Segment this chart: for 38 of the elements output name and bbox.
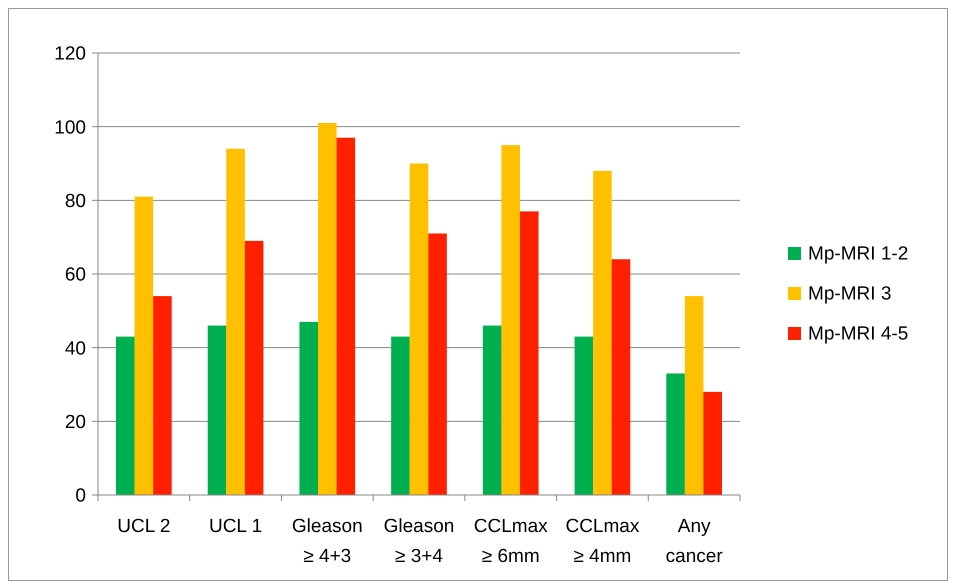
x-tick-label: UCL 2 xyxy=(117,516,170,537)
bar xyxy=(134,196,154,495)
bar xyxy=(482,326,502,495)
bar xyxy=(612,259,630,495)
bar xyxy=(116,336,135,495)
bar xyxy=(703,392,722,495)
bar xyxy=(574,336,594,495)
legend-label: Mp-MRI 3 xyxy=(808,284,892,305)
bar xyxy=(501,145,520,495)
y-tick-label: 120 xyxy=(54,44,86,65)
x-tick-label: CCLmax ≥ 6mm xyxy=(474,516,548,567)
bar xyxy=(244,240,264,495)
x-tick-label: Gleason ≥ 3+4 xyxy=(384,516,454,567)
y-tick-label: 20 xyxy=(64,412,86,433)
bar xyxy=(428,233,447,495)
bar xyxy=(666,373,685,495)
y-tick-label: 80 xyxy=(64,190,86,212)
bar xyxy=(684,296,704,495)
legend-label: Mp-MRI 1-2 xyxy=(808,244,908,265)
x-tick-label: Any cancer xyxy=(666,516,724,567)
y-tick-label: 100 xyxy=(54,117,86,138)
bar xyxy=(318,122,337,495)
bar xyxy=(153,296,172,495)
y-tick-label: 60 xyxy=(64,264,86,286)
x-tick-label: CCLmax ≥ 4mm xyxy=(565,516,640,567)
bar xyxy=(226,148,245,495)
bar xyxy=(520,211,539,495)
bar xyxy=(410,164,428,495)
y-tick-label: 40 xyxy=(64,338,86,360)
bar xyxy=(208,326,226,495)
bar xyxy=(336,138,356,495)
bar xyxy=(299,322,318,495)
x-tick-label: Gleason ≥ 4+3 xyxy=(292,516,363,567)
bar xyxy=(391,336,410,495)
y-tick-label: 0 xyxy=(75,486,86,507)
bar xyxy=(593,170,612,495)
x-tick-label: UCL 1 xyxy=(208,516,262,537)
legend-label: Mp-MRI 4-5 xyxy=(808,324,908,345)
